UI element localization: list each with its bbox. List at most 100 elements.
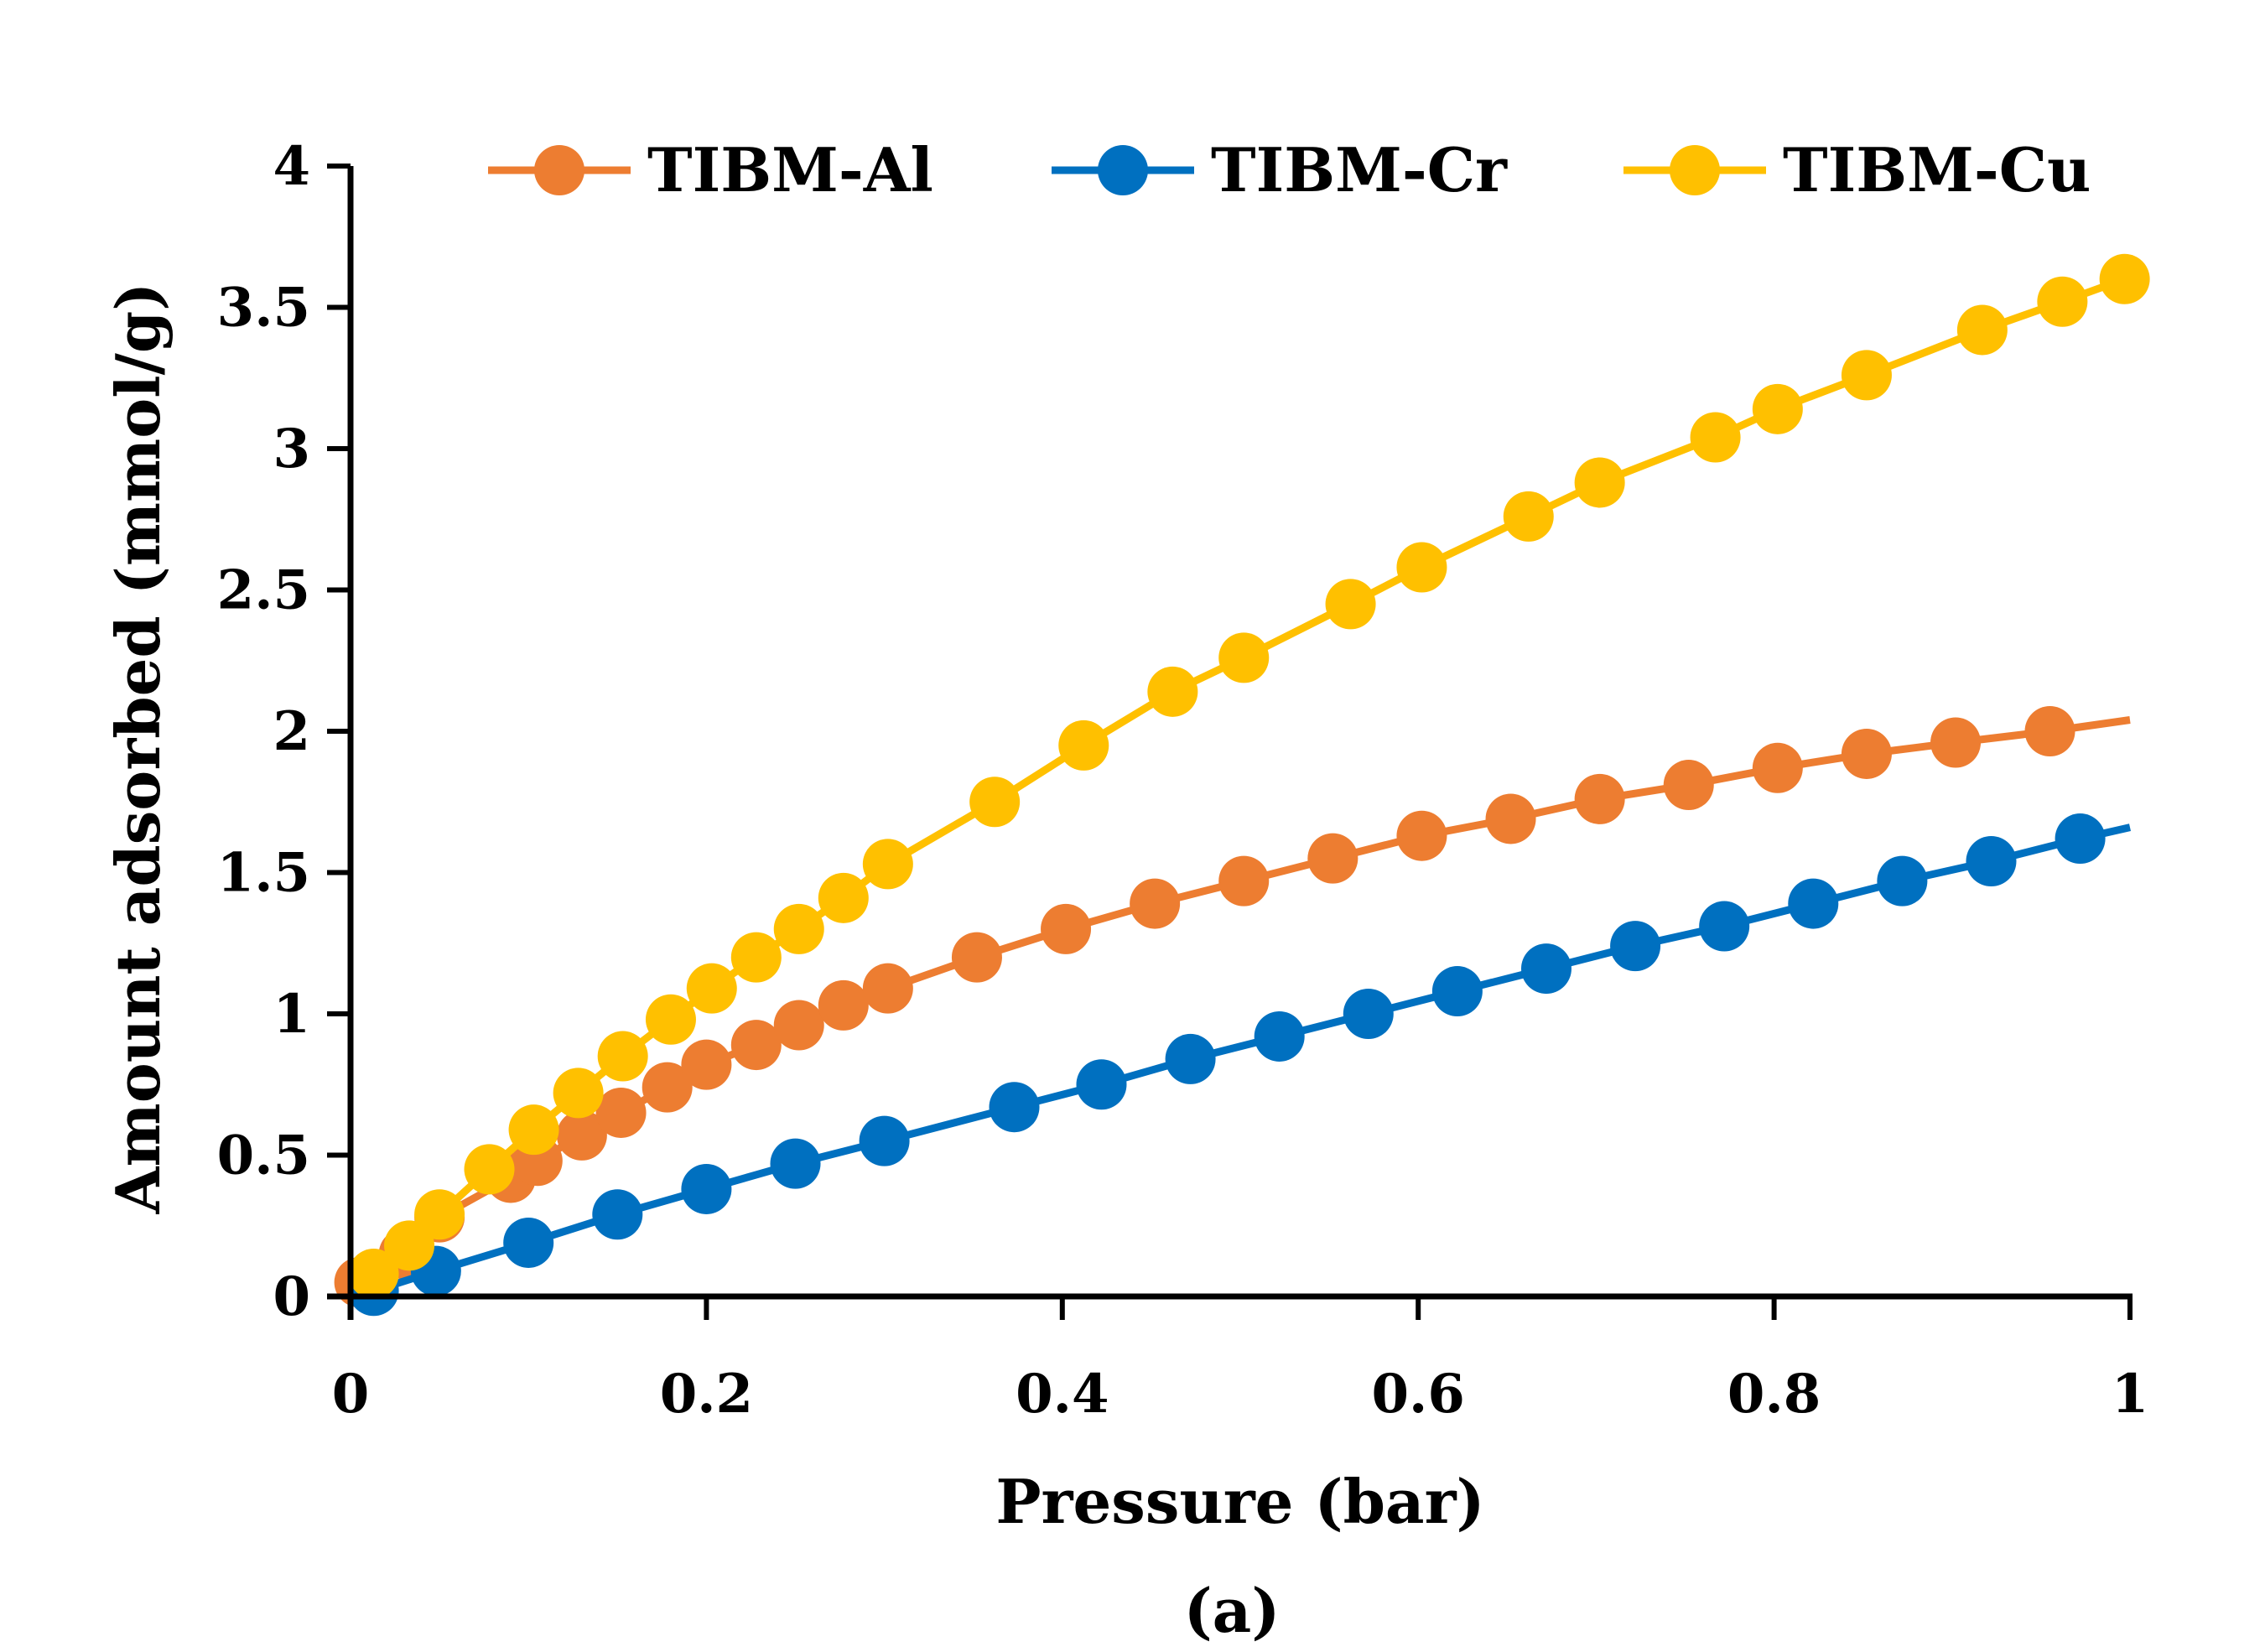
data-point (681, 1039, 732, 1090)
data-point (2024, 706, 2075, 756)
data-point (2037, 276, 2088, 327)
data-point (556, 1109, 607, 1161)
legend-label: TIBM-Cu (1783, 134, 2091, 205)
data-point (1841, 350, 1892, 401)
legend: TIBM-Al TIBM-Cr TIBM-Cu (488, 134, 2091, 205)
data-point (730, 1020, 782, 1071)
data-point (969, 777, 1021, 828)
x-tick-label: 0.2 (660, 1363, 753, 1426)
data-point (1788, 878, 1839, 929)
data-point (1956, 304, 2008, 356)
data-point (1254, 1010, 1305, 1062)
data-point (1325, 579, 1376, 630)
data-point (1930, 717, 1982, 768)
x-tick-label: 1 (2112, 1363, 2149, 1426)
data-point (730, 932, 782, 983)
data-point (595, 1087, 647, 1138)
data-point (1485, 793, 1536, 844)
data-point (464, 1144, 515, 1195)
x-tick-label: 0.8 (1727, 1363, 1821, 1426)
legend-item: TIBM-Al (488, 134, 933, 205)
y-tick-label: 1.5 (217, 842, 310, 905)
x-tick-label: 0.6 (1372, 1363, 1465, 1426)
data-point (681, 1163, 732, 1214)
data-point (951, 932, 1002, 983)
data-point (818, 979, 869, 1031)
data-point (1690, 412, 1741, 463)
data-point (597, 1031, 648, 1082)
legend-marker (534, 145, 584, 195)
data-point (1699, 901, 1750, 952)
data-point (1218, 632, 1270, 683)
data-point (553, 1068, 604, 1119)
y-tick-label: 3.5 (217, 277, 310, 340)
data-point (642, 1062, 693, 1113)
x-axis-ticks: 0 0.2 0.4 0.6 0.8 1 (332, 1296, 2149, 1426)
data-point (1130, 878, 1181, 929)
x-axis-title: Pressure (bar) (995, 1466, 1484, 1537)
data-point (1841, 728, 1892, 779)
data-point (862, 963, 913, 1014)
data-point (645, 994, 696, 1045)
x-tick-label: 0.4 (1016, 1363, 1109, 1426)
data-point (1966, 836, 2017, 887)
data-point (1165, 1033, 1216, 1084)
data-point (1041, 903, 1092, 954)
data-point (1610, 921, 1661, 972)
legend-label: TIBM-Al (647, 134, 933, 205)
data-point (1058, 720, 1109, 771)
data-point (1520, 943, 1571, 995)
x-tick-label: 0 (332, 1363, 370, 1426)
data-point (1752, 742, 1803, 793)
data-point (592, 1189, 643, 1240)
data-point (503, 1217, 554, 1268)
figure-caption: (a) (1184, 1575, 1281, 1646)
data-point (2055, 813, 2106, 865)
plot-area (334, 253, 2150, 1317)
y-tick-label: 0 (273, 1265, 310, 1328)
y-tick-label: 4 (273, 135, 310, 198)
data-point (414, 1189, 465, 1240)
y-tick-label: 1 (273, 983, 310, 1046)
legend-marker (1670, 145, 1720, 195)
y-tick-label: 2.5 (217, 559, 310, 622)
data-point (1877, 855, 1928, 907)
y-tick-label: 0.5 (217, 1125, 310, 1187)
data-point (1076, 1059, 1127, 1110)
data-point (859, 1115, 910, 1166)
data-point (508, 1104, 559, 1156)
data-point (1147, 666, 1198, 717)
data-point (384, 1220, 435, 1271)
y-tick-label: 3 (273, 418, 310, 481)
data-point (1503, 491, 1554, 542)
data-point (770, 1138, 821, 1189)
y-tick-label: 2 (273, 700, 310, 763)
data-point (1752, 383, 1803, 434)
data-point (1574, 773, 1625, 824)
data-point (686, 963, 737, 1014)
data-point (862, 839, 913, 890)
legend-item: TIBM-Cu (1623, 134, 2091, 205)
series-tibm-cu (348, 253, 2150, 1300)
data-point (1396, 542, 1447, 593)
legend-marker (1098, 145, 1148, 195)
y-axis-ticks: 0 0.5 1 1.5 2 2.5 3 3.5 4 (217, 135, 351, 1328)
data-point (1307, 833, 1358, 884)
data-point (773, 1000, 824, 1051)
legend-item: TIBM-Cr (1052, 134, 1508, 205)
data-point (348, 1249, 399, 1300)
data-point (818, 872, 869, 923)
data-point (1218, 855, 1270, 907)
series-tibm-cr (348, 813, 2131, 1317)
data-point (1343, 989, 1394, 1039)
data-point (989, 1082, 1040, 1133)
data-point (1663, 760, 1714, 811)
data-point (1396, 810, 1447, 861)
y-axis-title: Amount adsorbed (mmol/g) (102, 283, 174, 1215)
data-point (2099, 253, 2150, 304)
data-point (1431, 966, 1483, 1017)
data-point (1574, 457, 1625, 508)
data-point (773, 903, 824, 954)
legend-label: TIBM-Cr (1211, 134, 1508, 205)
